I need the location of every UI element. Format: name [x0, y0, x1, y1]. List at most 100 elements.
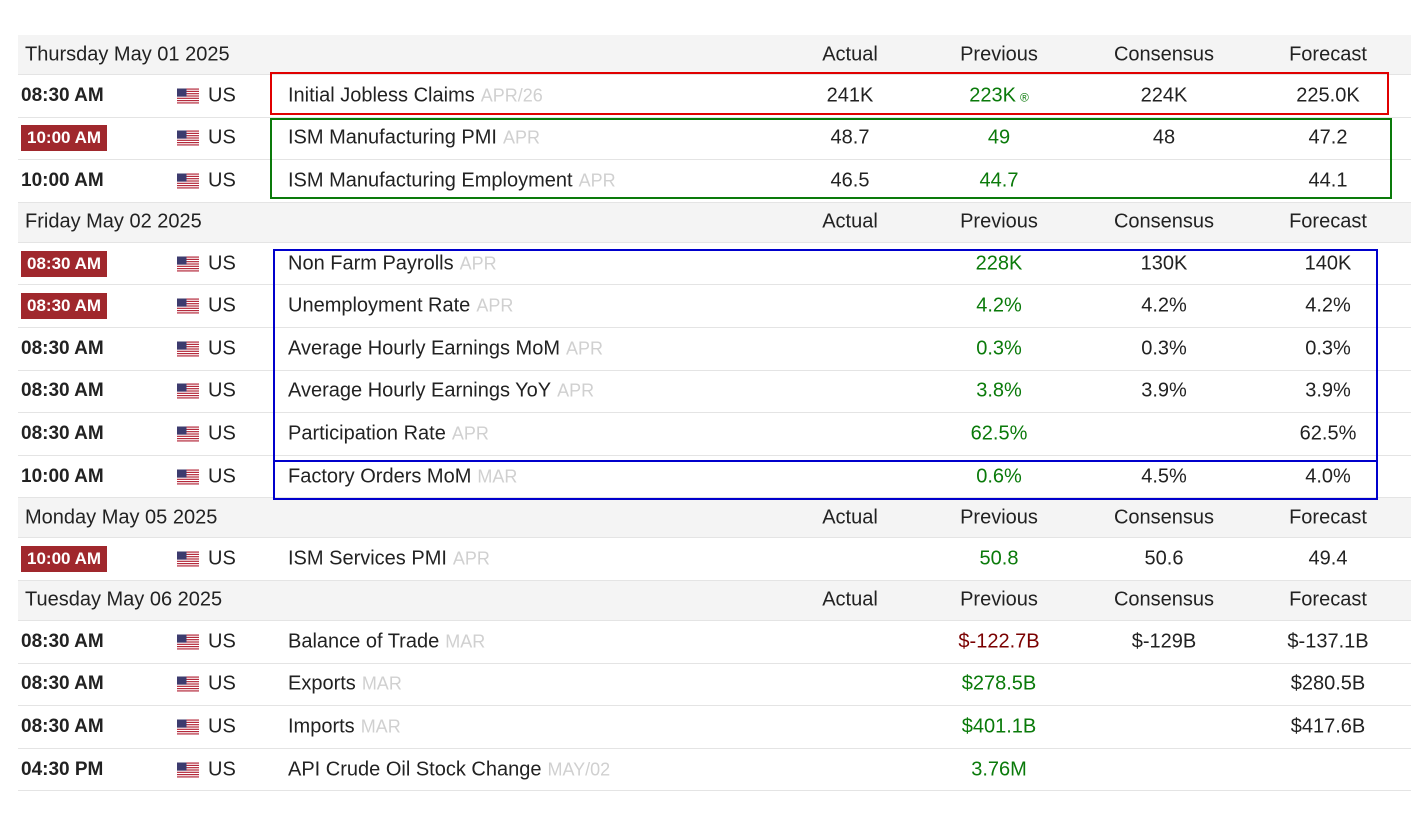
event-name-link[interactable]: Exports MAR: [288, 673, 402, 696]
us-flag-icon: [177, 298, 199, 314]
event-country: US: [208, 252, 236, 275]
previous-value: 44.7: [980, 169, 1019, 192]
consensus-value: 50.6: [1144, 547, 1184, 570]
table-row[interactable]: 08:30 AM US Non Farm Payrolls APR 228K 130K 14…: [18, 243, 1411, 286]
event-name: ISM Services PMI: [288, 547, 447, 570]
event-time: 08:30 AM: [21, 380, 104, 402]
forecast-value: 3.9%: [1305, 379, 1351, 402]
consensus-value: 224K: [1140, 84, 1188, 107]
event-name: Initial Jobless Claims: [288, 84, 475, 107]
previous-value: 0.6%: [976, 465, 1022, 488]
consensus-value: 130K: [1140, 252, 1188, 275]
day-header: Thursday May 01 2025 Actual Previous Consen…: [18, 35, 1411, 75]
table-row[interactable]: 10:00 AM US ISM Services PMI APR 50.8 50.6 49.…: [18, 538, 1411, 581]
event-time: 08:30 AM: [21, 715, 104, 737]
event-country: US: [208, 715, 236, 738]
event-name-link[interactable]: ISM Manufacturing PMI APR: [288, 127, 540, 150]
column-header-forecast: Forecast: [1289, 43, 1367, 65]
column-header-forecast: Forecast: [1289, 588, 1367, 611]
us-flag-icon: [177, 719, 199, 735]
previous-value: 62.5%: [971, 422, 1028, 445]
table-row[interactable]: 08:30 AM US Initial Jobless Claims APR/26 24…: [18, 75, 1411, 118]
event-name: Average Hourly Earnings YoY: [288, 379, 552, 402]
event-country: US: [208, 379, 236, 402]
event-name-link[interactable]: Factory Orders MoM MAR: [288, 465, 517, 488]
us-flag-icon: [177, 173, 199, 189]
table-row[interactable]: 08:30 AM US Unemployment Rate APR 4.2% 4.2% 4.…: [18, 285, 1411, 328]
previous-value: 3.76M: [971, 758, 1027, 781]
table-row[interactable]: 08:30 AM US Average Hourly Earnings MoM APR…: [18, 328, 1411, 371]
previous-number: 49: [987, 126, 1011, 149]
day-header: Tuesday May 06 2025 Actual Previous Consens…: [18, 580, 1411, 621]
event-time: 10:00 AM: [21, 465, 104, 487]
day-date: Friday May 02 2025: [25, 210, 202, 233]
table-row[interactable]: 10:00 AM US ISM Manufacturing Employment AP…: [18, 160, 1411, 203]
event-name: Unemployment Rate: [288, 294, 471, 317]
column-header-actual: Actual: [822, 506, 878, 529]
previous-number: 223K: [969, 84, 1016, 107]
event-name-link[interactable]: Average Hourly Earnings MoM APR: [288, 337, 603, 360]
event-name-link[interactable]: ISM Services PMI APR: [288, 548, 490, 571]
previous-value: 228K: [976, 252, 1023, 275]
revised-icon: ®: [1019, 90, 1029, 105]
previous-number: $278.5B: [961, 672, 1037, 695]
consensus-value: 0.3%: [1141, 337, 1187, 360]
event-time: 08:30 AM: [21, 84, 104, 106]
column-header-consensus: Consensus: [1113, 588, 1215, 611]
event-name-link[interactable]: Imports MAR: [288, 715, 401, 738]
previous-number: $-122.7B: [958, 630, 1040, 653]
event-time: 08:30 AM: [21, 630, 104, 652]
event-name-link[interactable]: ISM Manufacturing Employment APR: [288, 169, 616, 192]
previous-number: 44.7: [979, 169, 1019, 192]
event-time: 04:30 PM: [21, 758, 104, 780]
table-row[interactable]: 10:00 AM US ISM Manufacturing PMI APR 48.7 49…: [18, 118, 1411, 161]
event-country: US: [208, 758, 236, 781]
actual-value: 48.7: [830, 126, 870, 149]
event-country: US: [208, 294, 236, 317]
event-name-link[interactable]: API Crude Oil Stock Change MAY/02: [288, 758, 610, 781]
previous-number: 62.5%: [970, 422, 1028, 445]
table-row[interactable]: 08:30 AM US Average Hourly Earnings YoY APR…: [18, 371, 1411, 414]
column-header-consensus: Consensus: [1113, 506, 1215, 529]
day-date: Tuesday May 06 2025: [25, 588, 223, 611]
column-header-forecast: Forecast: [1289, 210, 1367, 233]
event-name-link[interactable]: Unemployment Rate APR: [288, 295, 513, 318]
table-row[interactable]: 08:30 AM US Exports MAR $278.5B $280.5B: [18, 664, 1411, 707]
event-name-link[interactable]: Participation Rate APR: [288, 422, 489, 445]
event-name-link[interactable]: Balance of Trade MAR: [288, 630, 485, 653]
previous-value: 3.8%: [976, 380, 1022, 403]
us-flag-icon: [177, 256, 199, 272]
previous-value: $-122.7B: [958, 630, 1039, 653]
column-header-consensus: Consensus: [1113, 43, 1215, 65]
table-row[interactable]: 08:30 AM US Balance of Trade MAR $-122.7B $-1…: [18, 621, 1411, 664]
previous-number: 4.2%: [976, 294, 1022, 317]
forecast-value: 225.0K: [1296, 84, 1360, 107]
us-flag-icon: [177, 426, 199, 442]
event-reference-period: APR: [476, 295, 514, 316]
table-row[interactable]: 04:30 PM US API Crude Oil Stock Change MAY/…: [18, 749, 1411, 792]
actual-value: 46.5: [830, 169, 870, 192]
event-name-link[interactable]: Initial Jobless Claims APR/26: [288, 84, 543, 107]
us-flag-icon: [177, 383, 199, 399]
us-flag-icon: [177, 469, 199, 485]
event-reference-period: APR: [578, 170, 616, 191]
day-header: Monday May 05 2025 Actual Previous Consensu…: [18, 498, 1411, 539]
event-time: 10:00 AM: [21, 546, 108, 573]
forecast-value: 47.2: [1308, 126, 1348, 149]
table-row[interactable]: 08:30 AM US Imports MAR $401.1B $417.6B: [18, 706, 1411, 749]
event-reference-period: APR/26: [480, 85, 543, 106]
table-row[interactable]: 10:00 AM US Factory Orders MoM MAR 0.6% 4.5% 4…: [18, 456, 1411, 499]
us-flag-icon: [177, 676, 199, 692]
event-country: US: [208, 422, 236, 445]
event-time: 08:30 AM: [21, 250, 108, 277]
event-name-link[interactable]: Non Farm Payrolls APR: [288, 252, 497, 275]
event-reference-period: MAR: [361, 673, 402, 694]
column-header-actual: Actual: [822, 588, 878, 611]
event-country: US: [208, 169, 236, 192]
day-date: Thursday May 01 2025: [25, 43, 230, 65]
table-row[interactable]: 08:30 AM US Participation Rate APR 62.5% 62.5…: [18, 413, 1411, 456]
forecast-value: $417.6B: [1290, 715, 1366, 738]
event-country: US: [208, 84, 236, 107]
event-reference-period: MAY/02: [547, 759, 611, 780]
event-name-link[interactable]: Average Hourly Earnings YoY APR: [288, 380, 594, 403]
